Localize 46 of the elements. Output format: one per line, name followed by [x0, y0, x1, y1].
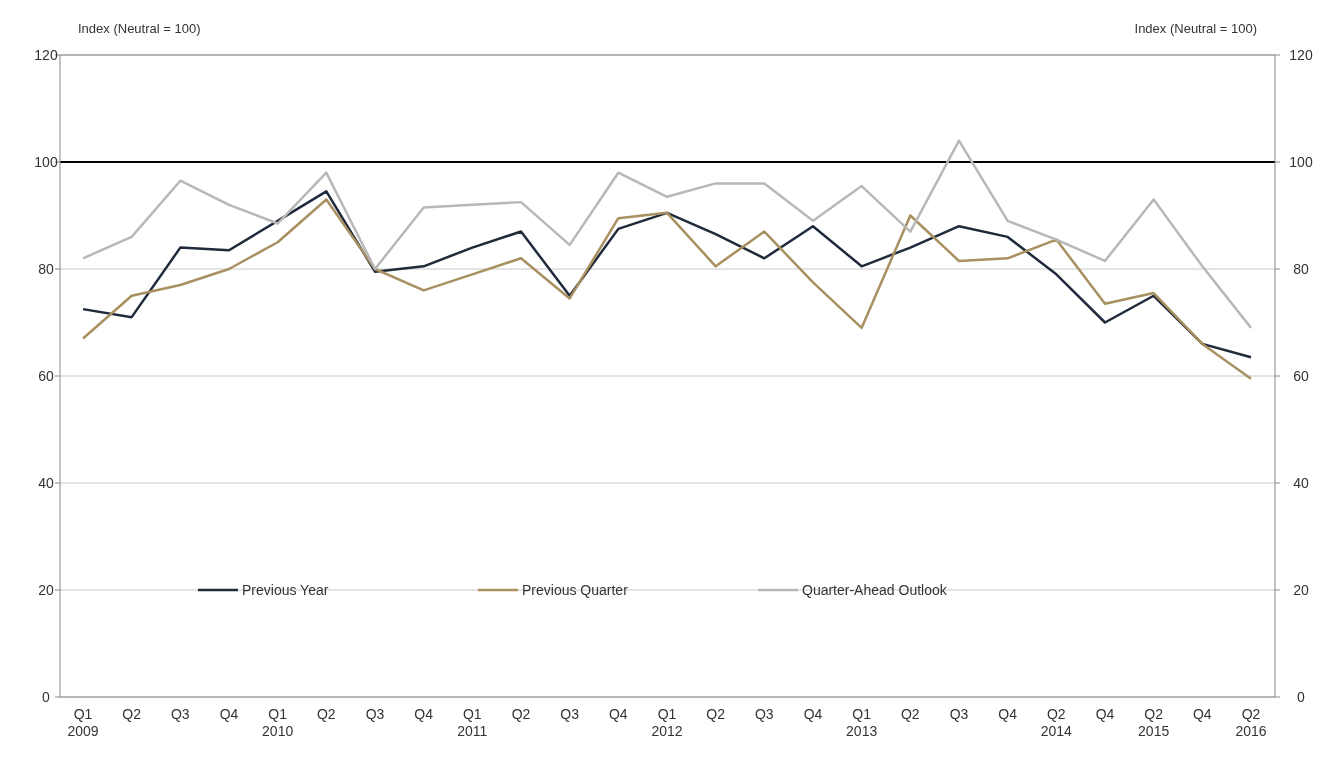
- legend-label: Previous Year: [242, 582, 329, 598]
- y2-tick-label: 20: [1293, 582, 1309, 598]
- x-tick-label: Q4: [998, 706, 1018, 722]
- y-tick-label: 20: [38, 582, 54, 598]
- line-series: [81, 139, 1253, 330]
- y2-tick-label: 60: [1293, 368, 1309, 384]
- x-tick-label: Q1 2013: [846, 706, 878, 739]
- y2-tick-label: 120: [1289, 47, 1313, 63]
- y-axis-title: Index (Neutral = 100): [78, 21, 201, 36]
- x-tick-label: Q3: [754, 706, 774, 722]
- x-tick-label: Q4: [219, 706, 239, 722]
- x-tick-label: Q4: [1192, 706, 1212, 722]
- x-tick-label: Q4: [1095, 706, 1115, 722]
- x-tick-label: Q2: [316, 706, 336, 722]
- legend-label: Previous Quarter: [522, 582, 629, 598]
- x-tick-label: Q1 2011: [457, 706, 488, 739]
- x-tick-label: Q2 2014: [1040, 706, 1073, 739]
- x-tick-label: Q2: [122, 706, 142, 722]
- x-tick-label: Q3: [949, 706, 969, 722]
- x-tick-label: Q3: [365, 706, 385, 722]
- x-tick-label: Q4: [803, 706, 823, 722]
- x-tick-label: Q3: [560, 706, 580, 722]
- x-tick-label: Q1 2012: [651, 706, 683, 739]
- y-tick-label: 100: [34, 154, 58, 170]
- y2-tick-label: 40: [1293, 475, 1309, 491]
- line-series: [81, 198, 1253, 380]
- y-tick-label: 60: [38, 368, 54, 384]
- y2-tick-label: 80: [1293, 261, 1309, 277]
- y2-tick-label: 0: [1297, 689, 1306, 705]
- x-tick-label: Q2: [900, 706, 920, 722]
- x-tick-label: Q2 2016: [1235, 706, 1267, 739]
- y-tick-label: 120: [34, 47, 58, 63]
- x-tick-label: Q2: [511, 706, 531, 722]
- x-tick-label: Q3: [170, 706, 190, 722]
- x-tick-label: Q2: [706, 706, 726, 722]
- legend-label: Quarter-Ahead Outlook: [802, 582, 948, 598]
- y2-tick-label: 100: [1289, 154, 1313, 170]
- x-tick-label: Q2 2015: [1138, 706, 1170, 739]
- x-tick-label: Q1 2010: [262, 706, 294, 739]
- y-tick-label: 40: [38, 475, 54, 491]
- x-tick-label: Q1 2009: [67, 706, 99, 739]
- x-tick-label: Q4: [414, 706, 434, 722]
- x-tick-label: Q4: [608, 706, 628, 722]
- y2-axis-title: Index (Neutral = 100): [1134, 21, 1257, 36]
- y-tick-label: 0: [42, 689, 51, 705]
- y-tick-label: 80: [38, 261, 54, 277]
